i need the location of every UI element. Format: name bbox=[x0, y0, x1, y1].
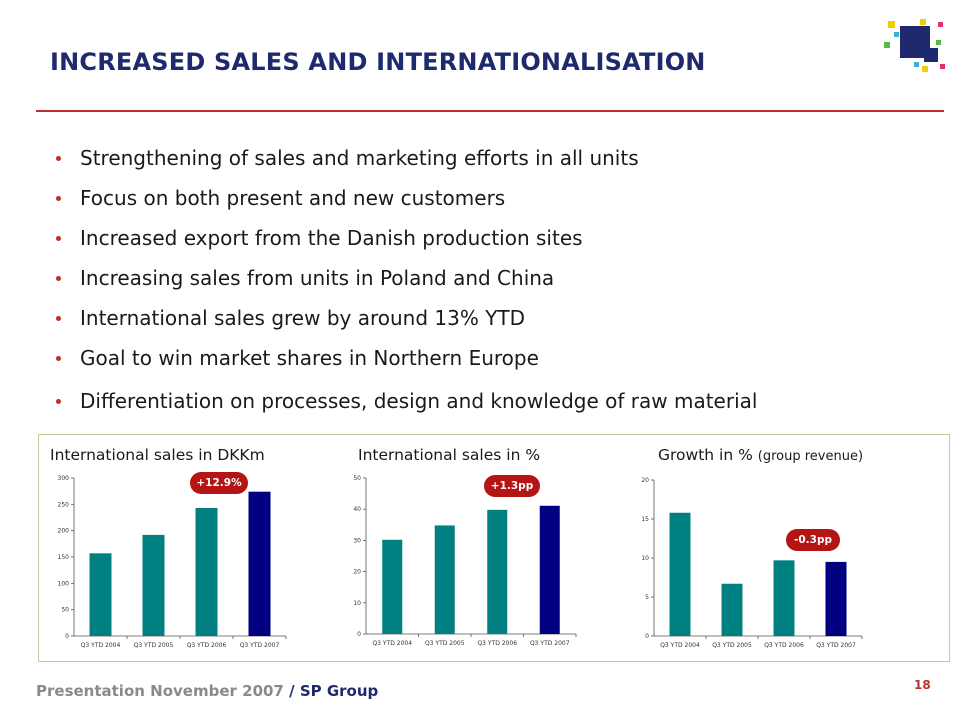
footer-separator: / bbox=[283, 682, 300, 700]
chart-dkkm: 0 50 100 150 200 250 300 Q3 YTD 2004 Q3 YTD 2005… bbox=[58, 475, 287, 649]
bar bbox=[382, 539, 403, 634]
chart-percent: 0 10 20 30 40 50 Q3 YTD 2004 Q3 YTD 2005 Q3 YTD … bbox=[353, 475, 577, 647]
slide-title: INCREASED SALES AND INTERNATIONALISATION bbox=[50, 48, 706, 76]
y-tick-label: 10 bbox=[641, 555, 649, 562]
chart-title-percent: International sales in % bbox=[358, 446, 541, 464]
footer-company: SP Group bbox=[299, 682, 379, 700]
page-number: 18 bbox=[914, 678, 931, 692]
footer: Presentation November 2007 / SP Group bbox=[36, 682, 378, 700]
chart-title-growth-main: Growth in % bbox=[658, 446, 753, 464]
bullet-item: Increasing sales from units in Poland an… bbox=[56, 258, 936, 298]
y-tick-label: 0 bbox=[645, 633, 649, 640]
x-tick-label: Q3 YTD 2005 bbox=[712, 642, 752, 649]
annotation-badge-dkkm: +12.9% bbox=[190, 472, 248, 494]
y-tick-label: 150 bbox=[58, 554, 70, 561]
x-tick-label: Q3 YTD 2006 bbox=[477, 640, 517, 647]
y-tick-label: 100 bbox=[58, 580, 70, 587]
x-tick-label: Q3 YTD 2007 bbox=[530, 640, 570, 647]
bar bbox=[825, 561, 847, 636]
y-tick-label: 50 bbox=[353, 475, 361, 482]
x-tick-label: Q3 YTD 2004 bbox=[660, 642, 700, 649]
annotation-badge-growth: -0.3pp bbox=[786, 529, 840, 551]
y-tick-label: 5 bbox=[645, 594, 649, 601]
bar bbox=[434, 525, 455, 634]
y-tick-label: 300 bbox=[58, 475, 70, 482]
y-tick-label: 0 bbox=[357, 631, 361, 638]
x-tick-label: Q3 YTD 2004 bbox=[81, 642, 121, 649]
bar bbox=[669, 512, 691, 636]
y-tick-label: 200 bbox=[58, 528, 70, 535]
y-tick-label: 15 bbox=[641, 516, 649, 523]
bar bbox=[773, 560, 795, 636]
bar bbox=[89, 553, 112, 636]
bar bbox=[487, 509, 508, 634]
annotation-badge-percent: +1.3pp bbox=[484, 475, 540, 497]
x-tick-label: Q3 YTD 2005 bbox=[425, 640, 465, 647]
bullet-item: International sales grew by around 13% Y… bbox=[56, 298, 936, 338]
x-tick-label: Q3 YTD 2006 bbox=[764, 642, 804, 649]
x-tick-label: Q3 YTD 2004 bbox=[372, 640, 412, 647]
chart-title-growth-subtitle: (group revenue) bbox=[757, 449, 864, 464]
x-tick-label: Q3 YTD 2007 bbox=[816, 642, 856, 649]
title-rule bbox=[36, 110, 944, 112]
y-tick-label: 20 bbox=[353, 569, 361, 576]
y-tick-label: 50 bbox=[61, 607, 69, 614]
bar bbox=[539, 505, 560, 634]
x-tick-label: Q3 YTD 2006 bbox=[187, 642, 227, 649]
bar bbox=[248, 491, 271, 636]
chart-growth: 0 5 10 15 20 Q3 YTD 2004 Q3 YTD 2005 Q3 YTD 200… bbox=[641, 477, 863, 649]
y-tick-label: 30 bbox=[353, 537, 361, 544]
y-tick-label: 250 bbox=[58, 501, 70, 508]
y-tick-label: 20 bbox=[641, 477, 649, 484]
bar bbox=[142, 534, 165, 636]
bullet-item: Goal to win market shares in Northern Eu… bbox=[56, 338, 936, 378]
bullet-item: Strengthening of sales and marketing eff… bbox=[56, 138, 936, 178]
sp-group-logo-icon bbox=[884, 19, 945, 72]
x-tick-label: Q3 YTD 2005 bbox=[134, 642, 174, 649]
bullet-item: Focus on both present and new customers bbox=[56, 178, 936, 218]
bar bbox=[721, 583, 743, 636]
bullet-item: Differentiation on processes, design and… bbox=[56, 381, 936, 421]
bullet-list: Strengthening of sales and marketing eff… bbox=[56, 138, 936, 421]
chart-title-dkkm: International sales in DKKm bbox=[50, 446, 265, 464]
footer-presentation: Presentation November 2007 bbox=[36, 682, 284, 700]
x-tick-label: Q3 YTD 2007 bbox=[240, 642, 280, 649]
y-tick-label: 10 bbox=[353, 600, 361, 607]
bar bbox=[195, 508, 218, 636]
y-tick-label: 40 bbox=[353, 506, 361, 513]
y-tick-label: 0 bbox=[65, 633, 69, 640]
bullet-item: Increased export from the Danish product… bbox=[56, 218, 936, 258]
chart-title-growth: Growth in % (group revenue) bbox=[658, 446, 863, 464]
